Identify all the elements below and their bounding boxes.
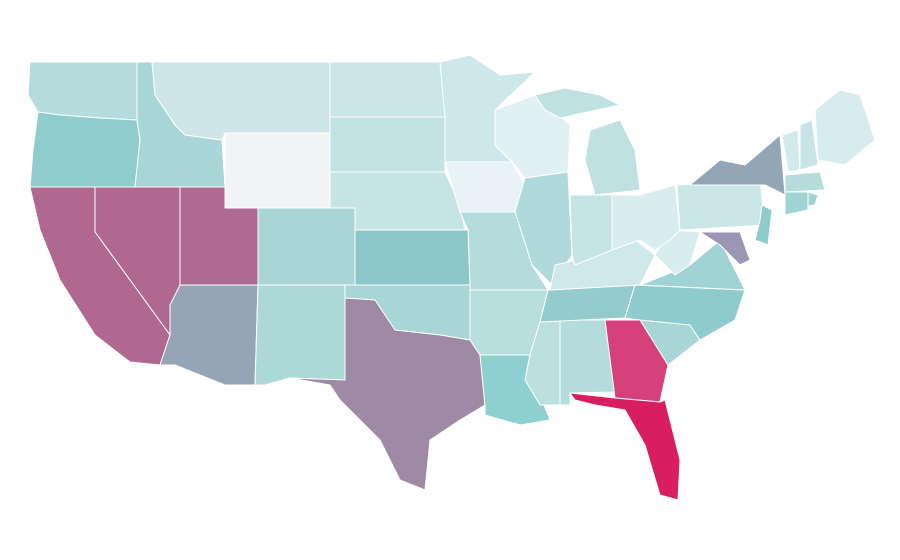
state-region [624,284,746,341]
state-region [534,87,621,119]
state-region [159,284,259,386]
state-region [781,129,801,173]
state-region [814,89,876,166]
state-region [224,132,331,209]
state-region [754,204,773,246]
state-region [289,297,486,491]
state-region [611,184,681,251]
state-region [699,231,751,266]
state-region [539,284,636,323]
state-region [151,61,331,141]
state-region [689,134,786,196]
state-region [29,111,141,188]
state-region [29,186,171,366]
state-region [329,61,446,118]
state-region [254,284,346,386]
state-region [354,229,471,286]
state-region [257,207,356,286]
state-region [329,116,446,173]
state-region [27,61,138,121]
state-region [784,171,826,193]
state-region [569,194,613,266]
state-region [569,392,681,501]
state-region [676,179,766,231]
state-region [584,119,641,196]
state-region [807,191,819,207]
state-region [799,119,819,171]
state-region [784,191,809,216]
